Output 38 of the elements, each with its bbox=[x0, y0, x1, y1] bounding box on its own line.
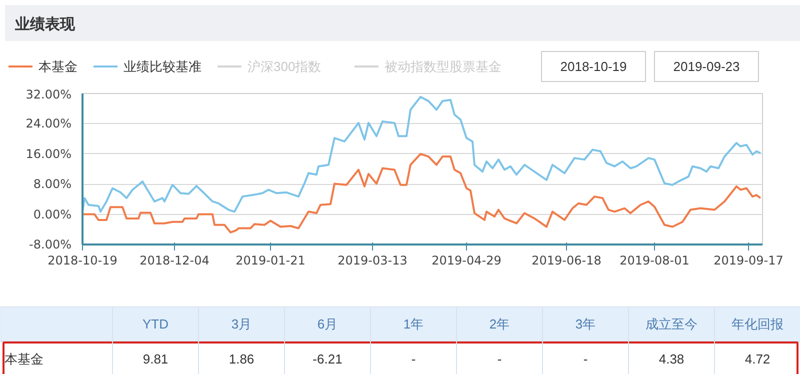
y-tick-label: -8.00% bbox=[29, 238, 72, 252]
y-tick-label: 16.00% bbox=[26, 146, 72, 161]
chart-title: 业绩表现 bbox=[15, 14, 75, 35]
x-tick-label: 2019-03-13 bbox=[338, 254, 408, 268]
x-tick-label: 2019-04-29 bbox=[432, 254, 502, 268]
category-label: YTD bbox=[142, 316, 168, 332]
x-tick-label: 2018-10-19 bbox=[48, 254, 118, 268]
y-tick-label: 0.00% bbox=[33, 207, 72, 222]
text: 1.86 bbox=[228, 352, 254, 366]
text: - bbox=[497, 352, 502, 366]
x-tick-label: 2019-01-21 bbox=[236, 254, 306, 268]
x-tick-label: 2018-12-04 bbox=[140, 254, 210, 268]
text: 9.81 bbox=[142, 352, 168, 366]
category-label: 1年 bbox=[403, 316, 424, 332]
line-series bbox=[82, 152, 762, 234]
text: 4.38 bbox=[658, 352, 684, 366]
legend-label: 业绩比较基准 bbox=[124, 59, 202, 74]
text: 2018-10-19 bbox=[560, 59, 627, 74]
line-series bbox=[82, 96, 762, 213]
text: -6.21 bbox=[312, 352, 342, 366]
category-label: 3月 bbox=[231, 316, 252, 332]
x-tick-label: 2019-06-18 bbox=[532, 254, 602, 268]
category-label: 本基金 bbox=[4, 352, 44, 366]
category-label: 年化回报 bbox=[732, 316, 784, 332]
text: 4.72 bbox=[744, 352, 770, 366]
category-label: 2年 bbox=[489, 316, 510, 332]
y-tick-label: 8.00% bbox=[33, 177, 72, 192]
legend-label: 本基金 bbox=[38, 59, 78, 74]
y-tick-label: 24.00% bbox=[26, 116, 72, 131]
x-tick-label: 2019-08-01 bbox=[620, 254, 690, 268]
y-tick-label: 32.00% bbox=[26, 88, 72, 102]
text: - bbox=[583, 352, 588, 366]
text: - bbox=[411, 352, 416, 366]
text: 2019-09-23 bbox=[673, 59, 740, 74]
category-label: 6月 bbox=[317, 316, 338, 332]
x-tick-label: 2019-09-17 bbox=[714, 254, 784, 268]
category-label: 成立至今 bbox=[646, 316, 698, 332]
category-label: 3年 bbox=[575, 316, 596, 332]
